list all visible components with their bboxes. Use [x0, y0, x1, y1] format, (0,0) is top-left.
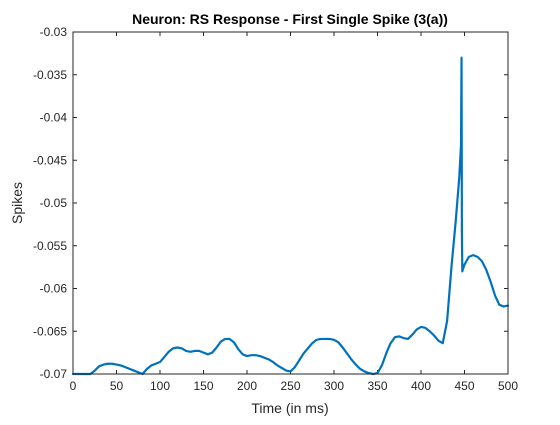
x-tick-label: 450: [454, 379, 474, 393]
y-tick-label: -0.07: [40, 367, 68, 381]
y-tick-label: -0.06: [40, 282, 68, 296]
y-axis-label: Spikes: [9, 182, 25, 224]
y-tick-label: -0.035: [33, 68, 67, 82]
x-tick-label: 0: [70, 379, 77, 393]
x-tick-label: 100: [150, 379, 170, 393]
y-tick-label: -0.055: [33, 239, 67, 253]
chart-title: Neuron: RS Response - First Single Spike…: [132, 11, 448, 27]
x-tick-label: 150: [193, 379, 213, 393]
x-tick-label: 500: [498, 379, 518, 393]
y-tick-label: -0.04: [40, 111, 68, 125]
y-tick-label: -0.065: [33, 324, 67, 338]
x-tick-label: 350: [367, 379, 387, 393]
x-axis-label: Time (in ms): [251, 400, 328, 416]
x-tick-label: 200: [237, 379, 257, 393]
y-tick-label: -0.03: [40, 25, 68, 39]
x-tick-label: 300: [324, 379, 344, 393]
x-tick-label: 250: [280, 379, 300, 393]
y-tick-label: -0.045: [33, 153, 67, 167]
plot-area: [73, 32, 508, 374]
x-tick-label: 50: [110, 379, 124, 393]
y-tick-label: -0.05: [40, 196, 68, 210]
x-tick-label: 400: [411, 379, 431, 393]
